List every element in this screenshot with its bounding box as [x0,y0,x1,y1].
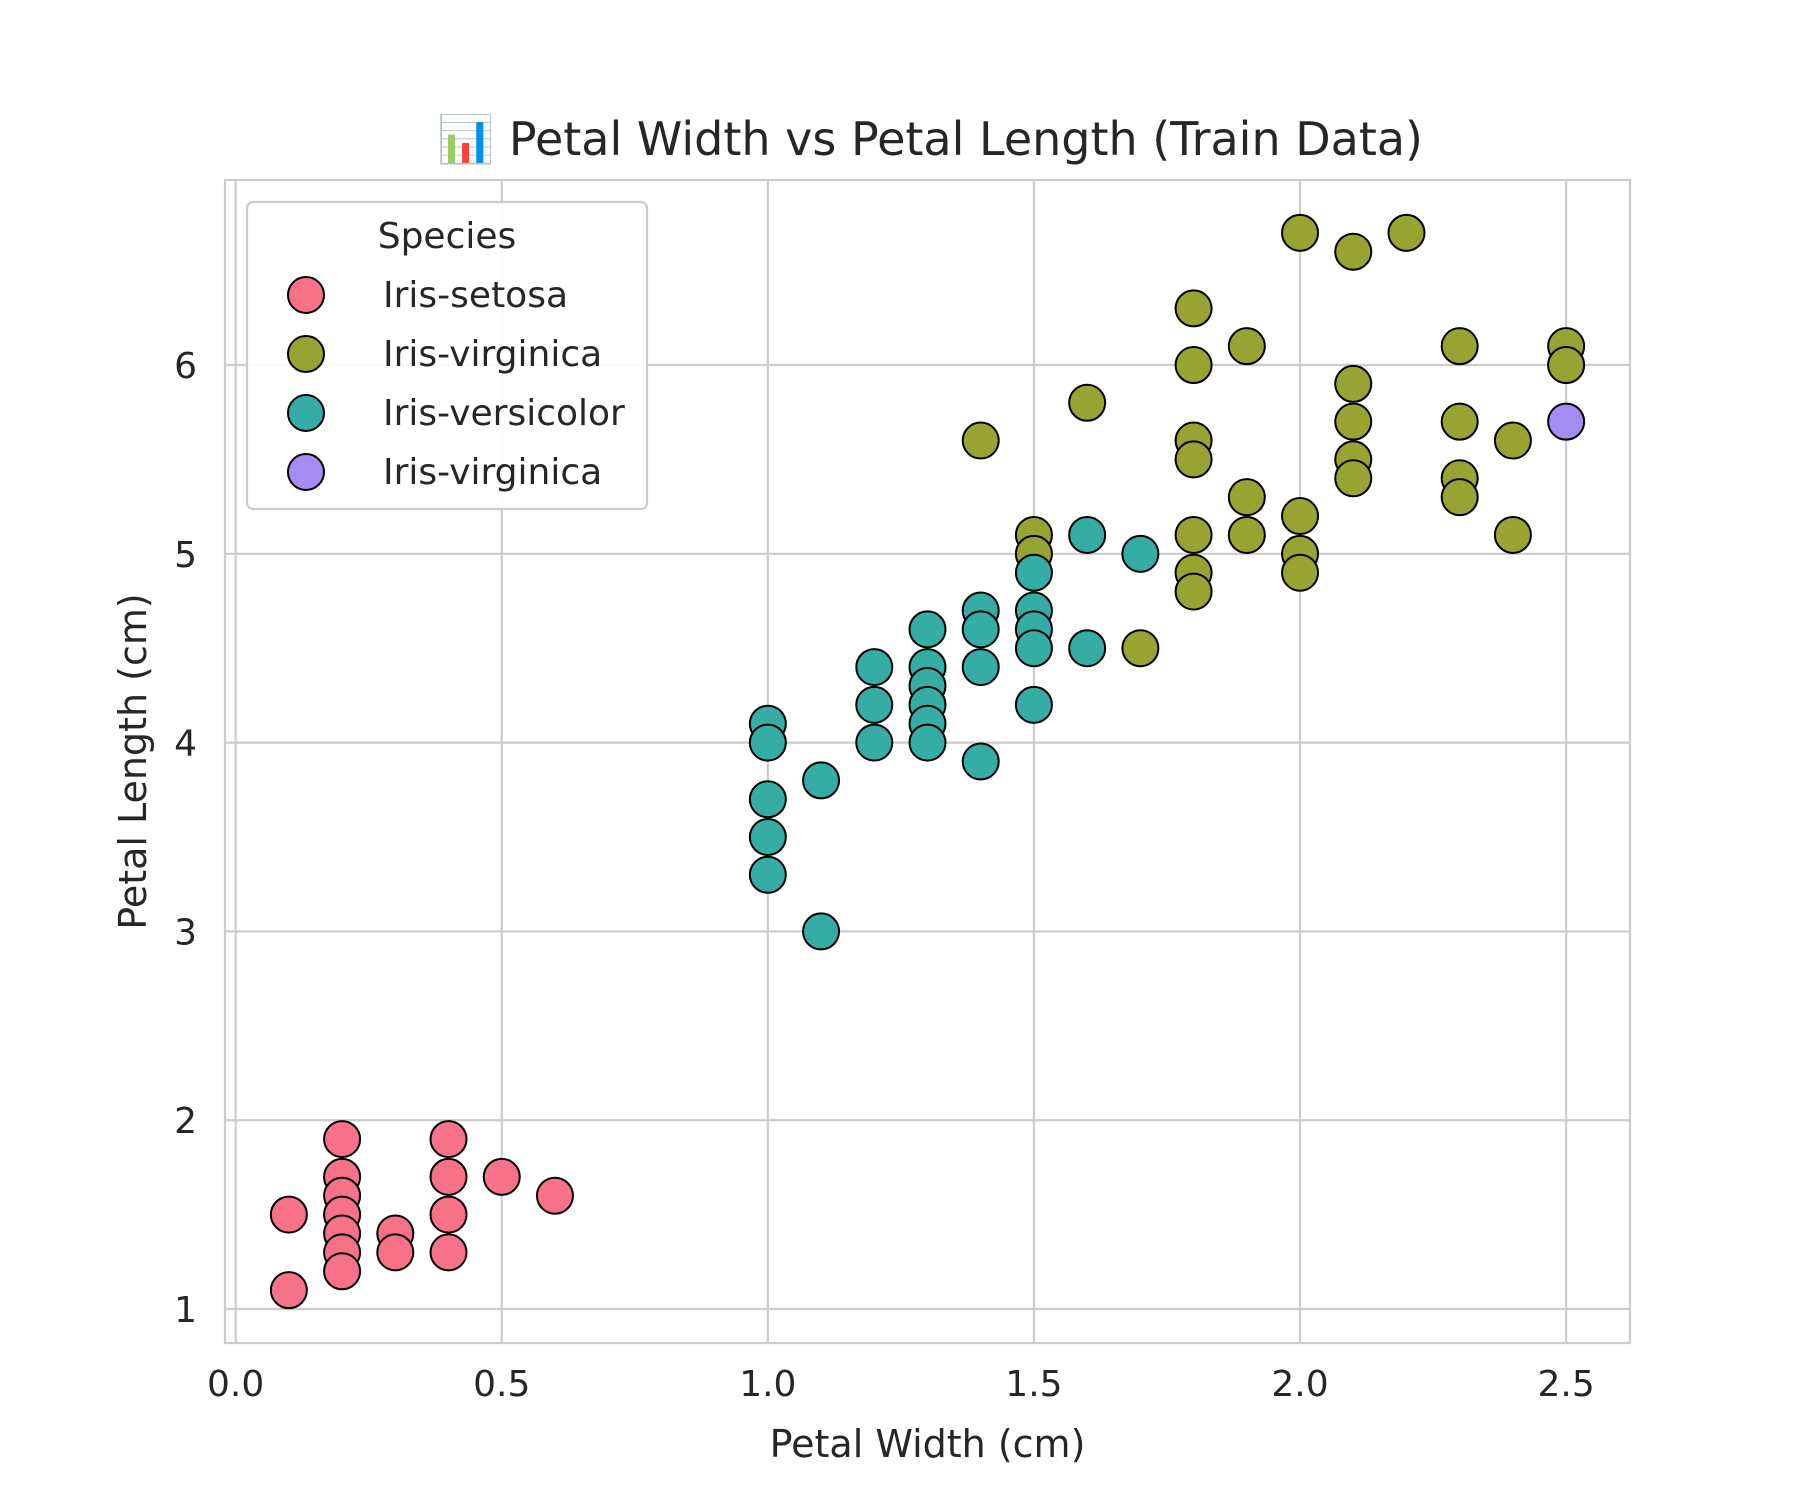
data-point-1-0 [961,421,1000,460]
data-point-1-9 [1174,515,1213,554]
data-point-2-2 [748,780,787,819]
data-point-2-15 [908,723,947,762]
legend-label-2: Iris-versicolor [383,393,625,434]
data-point-2-25 [1068,515,1107,554]
legend-marker-0 [287,276,325,314]
data-point-1-13 [1227,478,1266,517]
data-point-0-16 [535,1176,574,1215]
data-point-2-19 [961,742,1000,781]
data-point-1-21 [1334,402,1373,441]
y-tick-label: 6 [174,346,197,387]
data-point-2-6 [802,912,841,951]
data-point-1-32 [1547,346,1586,385]
data-point-1-19 [1334,232,1373,271]
data-point-2-26 [1068,629,1107,668]
legend-marker-2 [287,394,325,432]
data-point-2-24 [1014,685,1053,724]
data-point-1-4 [1121,629,1160,668]
data-point-1-16 [1281,497,1320,536]
legend-box [245,200,649,511]
data-point-1-14 [1227,515,1266,554]
data-point-2-20 [1014,553,1053,592]
y-axis-label: Petal Length (cm) [111,593,155,929]
points-layer [269,213,1586,1310]
data-point-2-9 [855,723,894,762]
chart-title: 📊 Petal Width vs Petal Length (Train Dat… [437,112,1423,166]
y-tick-label: 2 [174,1101,197,1142]
data-point-2-7 [855,648,894,687]
y-tick-label: 4 [174,724,197,765]
data-point-0-15 [482,1157,521,1196]
y-tick-label: 5 [174,535,197,576]
y-tick-label: 1 [174,1290,197,1331]
legend-label-3: Iris-virginica [383,452,602,493]
data-point-0-14 [429,1233,468,1272]
legend: Species Iris-setosa Iris-virginica Iris-ve… [245,200,649,511]
data-point-1-25 [1440,327,1479,366]
data-point-2-27 [1121,534,1160,573]
legend-title: Species [378,216,517,257]
data-point-0-0 [269,1195,308,1234]
data-point-1-12 [1227,327,1266,366]
data-point-1-15 [1281,213,1320,252]
data-point-0-1 [269,1271,308,1310]
data-point-2-23 [1014,629,1053,668]
data-point-3-0 [1547,402,1586,441]
data-point-2-1 [748,723,787,762]
data-point-2-3 [748,818,787,857]
legend-label-1: Iris-virginica [383,334,602,375]
data-point-1-23 [1334,459,1373,498]
x-tick-label: 2.5 [1538,1364,1595,1405]
x-tick-label: 0.5 [473,1364,530,1405]
data-point-2-17 [961,610,1000,649]
axes-frame [223,178,1632,1345]
data-point-1-26 [1440,402,1479,441]
data-point-1-6 [1174,346,1213,385]
data-point-1-29 [1493,421,1532,460]
legend-items: Iris-setosa Iris-virginica Iris-versicolor… [287,275,625,493]
x-tick-label: 0.0 [207,1364,264,1405]
y-tick-label: 3 [174,912,197,953]
data-point-0-12 [429,1157,468,1196]
data-point-1-11 [1174,572,1213,611]
data-point-1-20 [1334,364,1373,403]
data-point-0-11 [429,1120,468,1159]
data-point-2-18 [961,648,1000,687]
data-point-0-10 [376,1233,415,1272]
data-point-1-28 [1440,478,1479,517]
data-point-2-4 [748,855,787,894]
data-point-0-2 [323,1120,362,1159]
data-point-1-24 [1387,213,1426,252]
legend-marker-3 [287,453,325,491]
legend-marker-1 [287,335,325,373]
x-axis-label: Petal Width (cm) [770,1422,1086,1466]
data-point-0-8 [323,1252,362,1291]
data-point-1-3 [1068,383,1107,422]
data-point-1-18 [1281,553,1320,592]
data-point-2-8 [855,685,894,724]
legend-label-0: Iris-setosa [383,275,568,316]
data-point-2-5 [802,761,841,800]
x-tick-label: 1.0 [739,1364,796,1405]
data-point-1-5 [1174,289,1213,328]
data-point-1-8 [1174,440,1213,479]
ticks-layer: 0.0 0.5 1.0 1.5 2.0 2.5 1 2 3 4 5 6 [174,346,1595,1405]
data-point-1-30 [1493,515,1532,554]
x-tick-label: 2.0 [1271,1364,1328,1405]
x-tick-label: 1.5 [1005,1364,1062,1405]
data-point-0-13 [429,1195,468,1234]
data-point-2-10 [908,610,947,649]
